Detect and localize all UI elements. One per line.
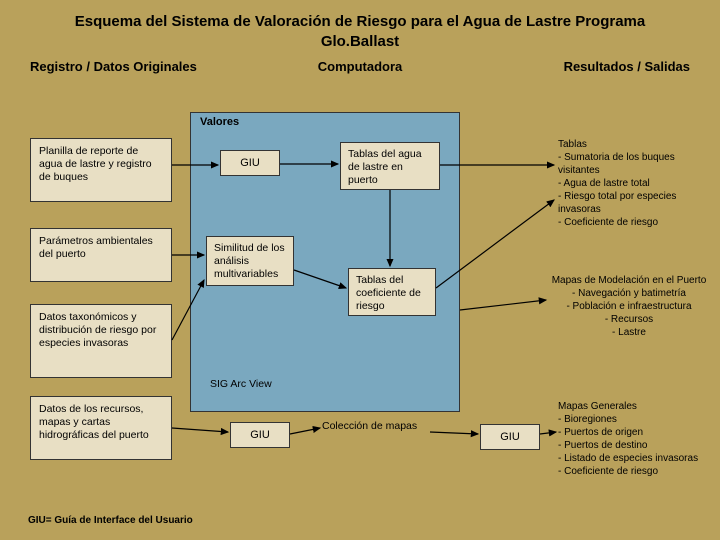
- input-box-recursos: Datos de los recursos, mapas y cartas hi…: [30, 396, 172, 460]
- valores-label: Valores: [200, 116, 239, 128]
- column-headers: Registro / Datos Originales Computadora …: [0, 51, 720, 78]
- diagram-title: Esquema del Sistema de Valoración de Rie…: [0, 0, 720, 51]
- sig-label: SIG Arc View: [210, 378, 272, 390]
- output-mapas-generales: Mapas Generales - Bioregiones - Puertos …: [558, 400, 718, 478]
- header-center: Computadora: [270, 59, 450, 74]
- header-right: Resultados / Salidas: [510, 59, 690, 74]
- coleccion-label: Colección de mapas: [322, 420, 417, 432]
- header-left: Registro / Datos Originales: [30, 59, 210, 74]
- giu-box-top: GIU: [220, 150, 280, 176]
- output-tablas: Tablas - Sumatoria de los buques visitan…: [558, 138, 716, 229]
- similitud-box: Similitud de los análisis multivariables: [206, 236, 294, 286]
- output-mapas-puerto: Mapas de Modelación en el Puerto - Naveg…: [540, 274, 718, 339]
- giu-box-bottom: GIU: [230, 422, 290, 448]
- input-box-planilla: Planilla de reporte de agua de lastre y …: [30, 138, 172, 202]
- footnote: GIU= Guía de Interface del Usuario: [28, 515, 193, 526]
- giu-box-right: GIU: [480, 424, 540, 450]
- input-box-taxonomicos: Datos taxonómicos y distribución de ries…: [30, 304, 172, 378]
- tablas-agua-box: Tablas del agua de lastre en puerto: [340, 142, 440, 190]
- input-box-parametros: Parámetros ambientales del puerto: [30, 228, 172, 282]
- tablas-coef-box: Tablas del coeficiente de riesgo: [348, 268, 436, 316]
